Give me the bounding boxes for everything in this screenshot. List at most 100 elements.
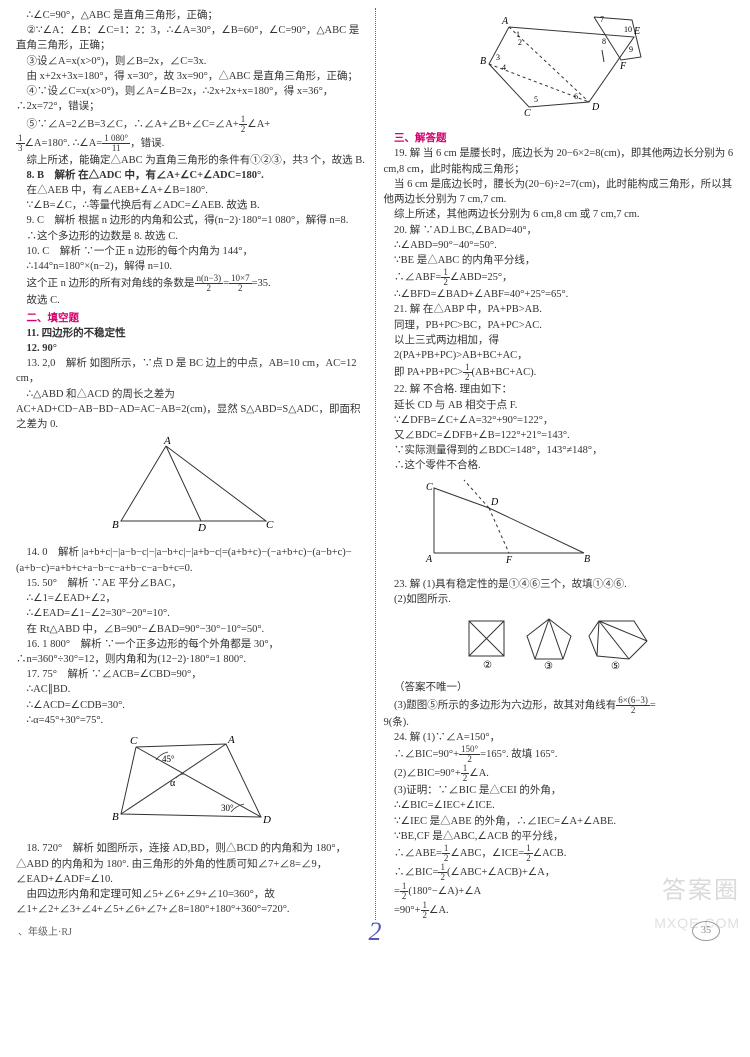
text: 9(条). [384, 715, 735, 730]
svg-text:D: D [262, 814, 271, 826]
text: ∴这个多边形的边数是 8. 故选 C. [16, 229, 367, 244]
text: （答案不唯一） [384, 680, 735, 695]
svg-text:F: F [619, 61, 627, 72]
text: 同理，PB+PC>BC，PA+PC>AC. [384, 318, 735, 333]
figure-triangle-13: A B D C [16, 436, 367, 541]
svg-text:D: D [490, 497, 499, 508]
text: 延长 CD 与 AB 相交于点 F. [384, 398, 735, 413]
text: 23. 解 (1)具有稳定性的是①④⑥三个，故填①④⑥. [384, 577, 735, 592]
text: ∴∠BIC=∠IEC+∠ICE. [384, 798, 735, 813]
svg-text:D: D [197, 522, 206, 534]
text: 以上三式两边相加，得 [384, 333, 735, 348]
svg-text:8: 8 [602, 37, 606, 46]
svg-text:E: E [633, 26, 640, 37]
svg-text:B: B [584, 554, 590, 565]
text: ∴这个零件不合格. [384, 458, 735, 473]
svg-text:D: D [591, 102, 600, 113]
text: 12. 90° [16, 341, 367, 356]
text: ∴∠ABD=90°−40°=50°. [384, 238, 735, 253]
figure-shapes-23: ② ③ ⑤ [384, 611, 735, 676]
text: 综上所述，其他两边长分别为 6 cm,8 cm 或 7 cm,7 cm. [384, 207, 735, 222]
svg-text:45°: 45° [162, 754, 175, 764]
text: 20. 解 ∵AD⊥BC,∠BAD=40°， [384, 223, 735, 238]
watermark: 答案圈 [662, 874, 740, 909]
text: ∴∠ABF=12∠ABD=25°， [384, 268, 735, 287]
svg-text:A: A [163, 436, 171, 447]
text: ∴△ABD 和△ACD 的周长之差为 AC+AD+CD−AB−BD−AD=AC−… [16, 387, 367, 433]
text: 即 PA+PB+PC>12(AB+BC+AC). [384, 363, 735, 382]
figure-polygon-18: A B C D F E 12 34 56 78 109 [384, 12, 735, 127]
svg-text:C: C [426, 482, 433, 493]
text: 15. 50° 解析 ∵AE 平分∠BAC， [16, 576, 367, 591]
svg-text:3: 3 [496, 53, 500, 62]
right-column: A B C D F E 12 34 56 78 109 三、解答题 19. 解 … [376, 8, 743, 920]
text: ∵BE 是△ABC 的内角平分线， [384, 253, 735, 268]
text: 24. 解 (1)∵∠A=150°， [384, 730, 735, 745]
text: ∴α=45°+30°=75°. [16, 713, 367, 728]
svg-text:C: C [524, 108, 531, 119]
svg-text:F: F [505, 555, 513, 566]
left-column: ∴∠C=90°，△ABC 是直角三角形，正确； ②∵∠A：∠B：∠C=1：2：3… [8, 8, 376, 920]
svg-text:②: ② [483, 660, 492, 671]
text: ∴∠ABE=12∠ABC，∠ICE=12∠ACB. [384, 844, 735, 863]
text: 在△AEB 中，有∠AEB+∠A+∠B=180°. [16, 183, 367, 198]
svg-text:③: ③ [544, 661, 553, 671]
svg-text:B: B [112, 519, 119, 531]
text: 11. 四边形的不稳定性 [16, 326, 367, 341]
section-fill: 二、填空题 [16, 311, 367, 326]
text: 故选 C. [16, 293, 367, 308]
text: 19. 解 当 6 cm 是腰长时，底边长为 20−6×2=8(cm)，即其他两… [384, 146, 735, 176]
svg-text:B: B [480, 56, 486, 67]
svg-text:A: A [425, 554, 433, 565]
svg-text:B: B [112, 811, 119, 823]
text: (2)∠BIC=90°+12∠A. [384, 764, 735, 783]
text: ∴144°n=180°×(n−2)，解得 n=10. [16, 259, 367, 274]
svg-text:A: A [501, 16, 509, 27]
text: 13∠A=180°. ∴∠A=1 080°11，错误. [16, 134, 367, 153]
svg-text:6: 6 [574, 92, 578, 101]
svg-text:C: C [266, 519, 274, 531]
text: ②∵∠A：∠B：∠C=1：2：3，∴∠A=30°，∠B=60°，∠C=90°，△… [16, 23, 367, 53]
text: 21. 解 在△ABP 中，PA+PB>AB. [384, 302, 735, 317]
text: 17. 75° 解析 ∵∠ACB=∠CBD=90°， [16, 667, 367, 682]
text: ∴AC∥BD. [16, 682, 367, 697]
svg-text:⑤: ⑤ [611, 661, 620, 671]
svg-text:10: 10 [624, 25, 632, 34]
text: 14. 0 解析 |a+b+c|−|a−b−c|−|a−b+c|−|a+b−c|… [16, 545, 367, 575]
text: ③设∠A=x(x>0°)，则∠B=2x，∠C=3x. [16, 54, 367, 69]
text: ∵BE,CF 是△ABC,∠ACB 的平分线， [384, 829, 735, 844]
text: 10. C 解析 ∵一个正 n 边形的每个内角为 144°， [16, 244, 367, 259]
text: 又∠BDC=∠DFB+∠B=122°+21°=143°. [384, 428, 735, 443]
text: 这个正 n 边形的所有对角线的条数是n(n−3)2=10×72=35. [16, 274, 367, 293]
text: 9. C 解析 根据 n 边形的内角和公式，得(n−2)·180°=1 080°… [16, 213, 367, 228]
figure-part-22: C D A F B [384, 478, 735, 573]
text: ∵实际测量得到的∠BDC=148°，143°≠148°， [384, 443, 735, 458]
svg-text:C: C [130, 735, 138, 747]
text: 22. 解 不合格. 理由如下： [384, 382, 735, 397]
text: 在 Rt△ABD 中，∠B=90°−∠BAD=90°−30°−10°=50°. [16, 622, 367, 637]
text: 当 6 cm 是底边长时，腰长为(20−6)÷2=7(cm)，此时能构成三角形，… [384, 177, 735, 207]
text: ∴∠ACD=∠CDB=30°. [16, 698, 367, 713]
text: (3)证明：∵∠BIC 是△CEI 的外角， [384, 783, 735, 798]
text: ∵∠DFB=∠C+∠A=32°+90°=122°， [384, 413, 735, 428]
svg-text:30°: 30° [221, 803, 234, 813]
text: (3)题图⑤所示的多边形为六边形，故其对角线有6×(6−3)2= [384, 696, 735, 715]
svg-text:2: 2 [518, 38, 522, 47]
text: ∵∠B=∠C，∴等量代换后有∠ADC=∠AEB. 故选 B. [16, 198, 367, 213]
text: ∴∠BIC=90°+150°2=165°. 故填 165°. [384, 745, 735, 764]
watermark-url: MXQE.COM [654, 913, 740, 933]
svg-text:4: 4 [502, 63, 506, 72]
svg-text:9: 9 [629, 45, 633, 54]
svg-text:7: 7 [600, 15, 604, 24]
section-solve: 三、解答题 [384, 131, 735, 146]
text: 13. 2,0 解析 如图所示，∵点 D 是 BC 边上的中点，AB=10 cm… [16, 356, 367, 386]
text: ④∵设∠C=x(x>0°)，则∠A=∠B=2x，∴2x+2x+x=180°，得 … [16, 84, 367, 114]
page-number: 2 [369, 913, 382, 951]
svg-text:A: A [227, 734, 235, 746]
text: 综上所述，能确定△ABC 为直角三角形的条件有①②③，共3 个，故选 B. [16, 153, 367, 168]
text: 18. 720° 解析 如图所示，连接 AD,BD，则△BCD 的内角和为 18… [16, 841, 367, 887]
text: ∴∠EAD=∠1−∠2=30°−20°=10°. [16, 606, 367, 621]
text: ∵∠IEC 是△ABE 的外角，∴∠IEC=∠A+∠ABE. [384, 814, 735, 829]
svg-text:α: α [170, 778, 176, 789]
text: 由四边形内角和定理可知∠5+∠6+∠9+∠10=360°，故∠1+∠2+∠3+∠… [16, 887, 367, 917]
